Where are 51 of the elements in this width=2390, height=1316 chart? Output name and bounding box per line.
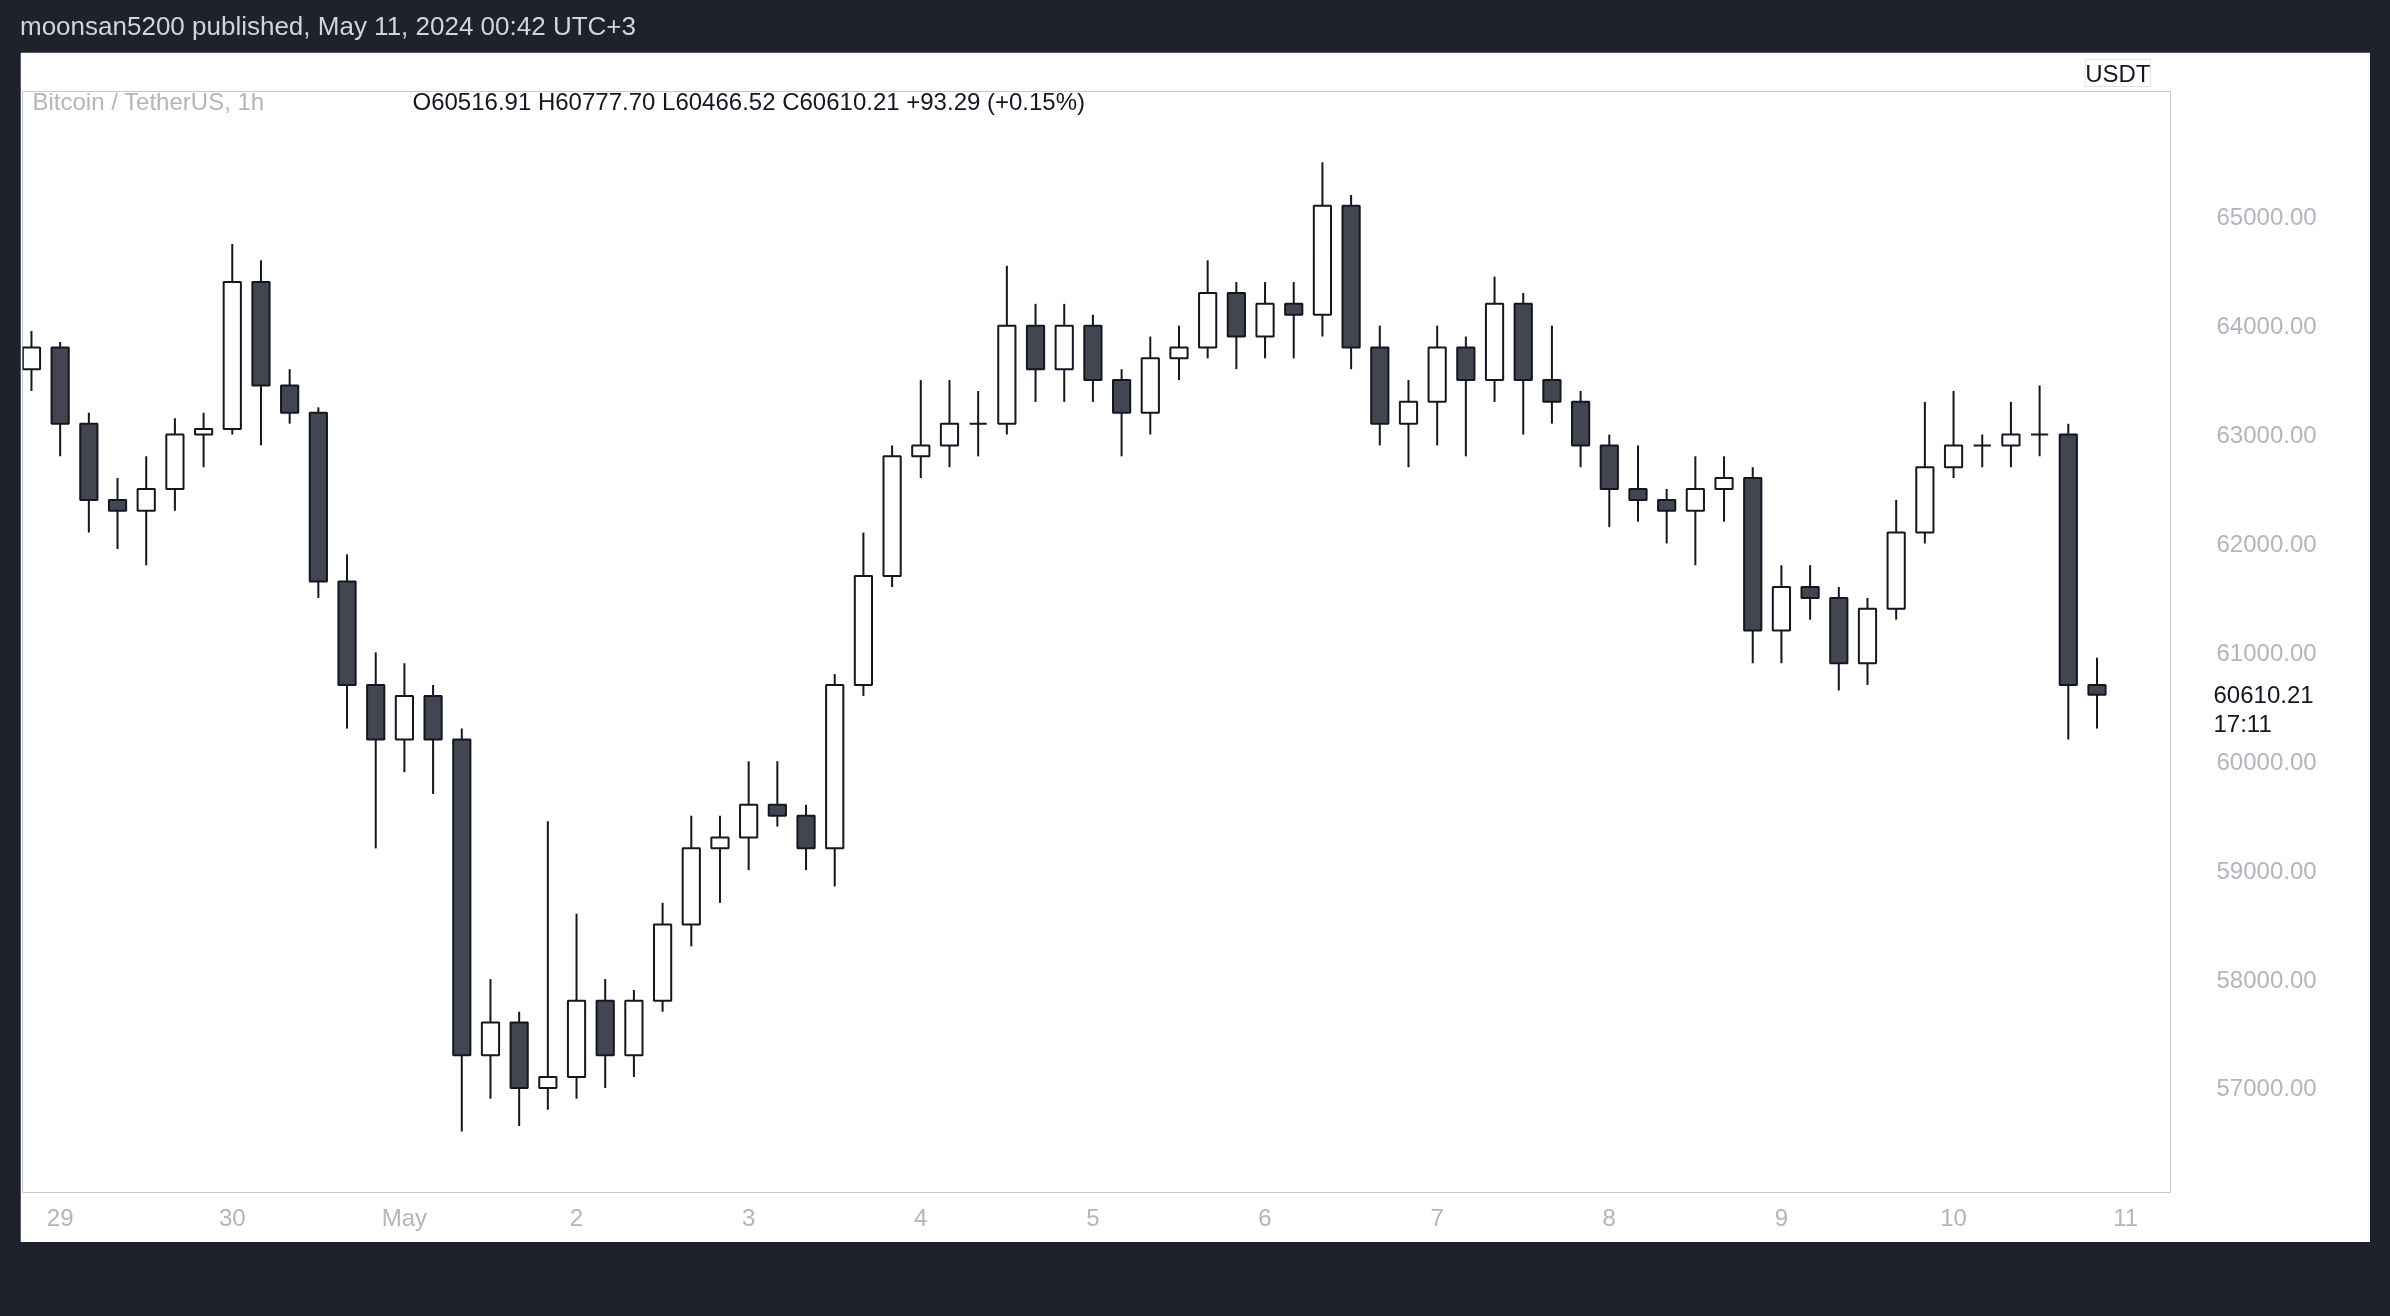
candlestick	[1284, 281, 1304, 360]
candlestick	[538, 820, 558, 1111]
text: 60610.21	[2213, 681, 2314, 709]
candlestick	[193, 411, 214, 469]
candlestick	[1943, 389, 1964, 480]
candlestick	[2001, 400, 2021, 469]
candlestick	[1972, 433, 1992, 469]
x-tick-label: 11	[2113, 1203, 2139, 1231]
y-tick-label: 57000.00	[2216, 1074, 2317, 1102]
candlestick	[968, 389, 988, 458]
y-tick-label: 63000.00	[2216, 421, 2317, 449]
text: moonsan5200 published, May 11, 2024 00:42 UTC+3	[20, 10, 636, 43]
x-tick-label: 6	[1258, 1203, 1272, 1231]
candlestick	[939, 379, 960, 469]
candlestick	[136, 455, 156, 567]
candlestick	[710, 814, 730, 904]
candlestick	[1714, 455, 1734, 523]
x-tick-label: 2	[569, 1203, 584, 1231]
candlestick	[1398, 379, 1419, 469]
chart-title: Bitcoin / TetherUS, 1h	[32, 87, 265, 115]
candlestick	[911, 379, 931, 480]
y-tick-label: 60000.00	[2216, 747, 2317, 775]
candlestick	[1800, 564, 1820, 621]
candlestick	[1657, 487, 1677, 545]
x-tick-label: 8	[1602, 1203, 1616, 1231]
x-tick-label: 5	[1086, 1203, 1100, 1231]
y-tick-label: 61000.00	[2216, 638, 2317, 666]
y-tick-label: 64000.00	[2216, 312, 2317, 340]
candlestick	[107, 477, 128, 550]
x-tick-label: 10	[1940, 1203, 1967, 1231]
y-tick-label: 62000.00	[2216, 529, 2317, 557]
candlestick	[2030, 384, 2050, 458]
candlestick	[1169, 324, 1189, 382]
x-tick-label: 9	[1774, 1203, 1789, 1231]
x-tick-label: May	[381, 1203, 428, 1231]
x-tick-label: 29	[46, 1203, 74, 1231]
text: 17:11	[2213, 709, 2272, 737]
x-tick-label: 30	[218, 1203, 246, 1231]
candlestick	[1542, 324, 1562, 425]
x-tick-label: 7	[1430, 1203, 1444, 1231]
candlestick	[2087, 656, 2107, 730]
candlestick	[767, 760, 787, 828]
x-tick-label: 4	[914, 1203, 928, 1231]
annotation: O60516.91 H60777.70 L60466.52 C60610.21 +93.29 (+0.15%)	[412, 87, 1086, 115]
y-tick-label: 58000.00	[2216, 965, 2317, 993]
x-tick-label: 3	[741, 1203, 756, 1231]
y-tick-label: 65000.00	[2216, 203, 2317, 231]
candlestick	[1628, 444, 1648, 523]
y-tick-label: 59000.00	[2216, 856, 2317, 884]
y-axis-title: USDT	[2085, 59, 2151, 87]
candlestick	[1685, 455, 1705, 567]
